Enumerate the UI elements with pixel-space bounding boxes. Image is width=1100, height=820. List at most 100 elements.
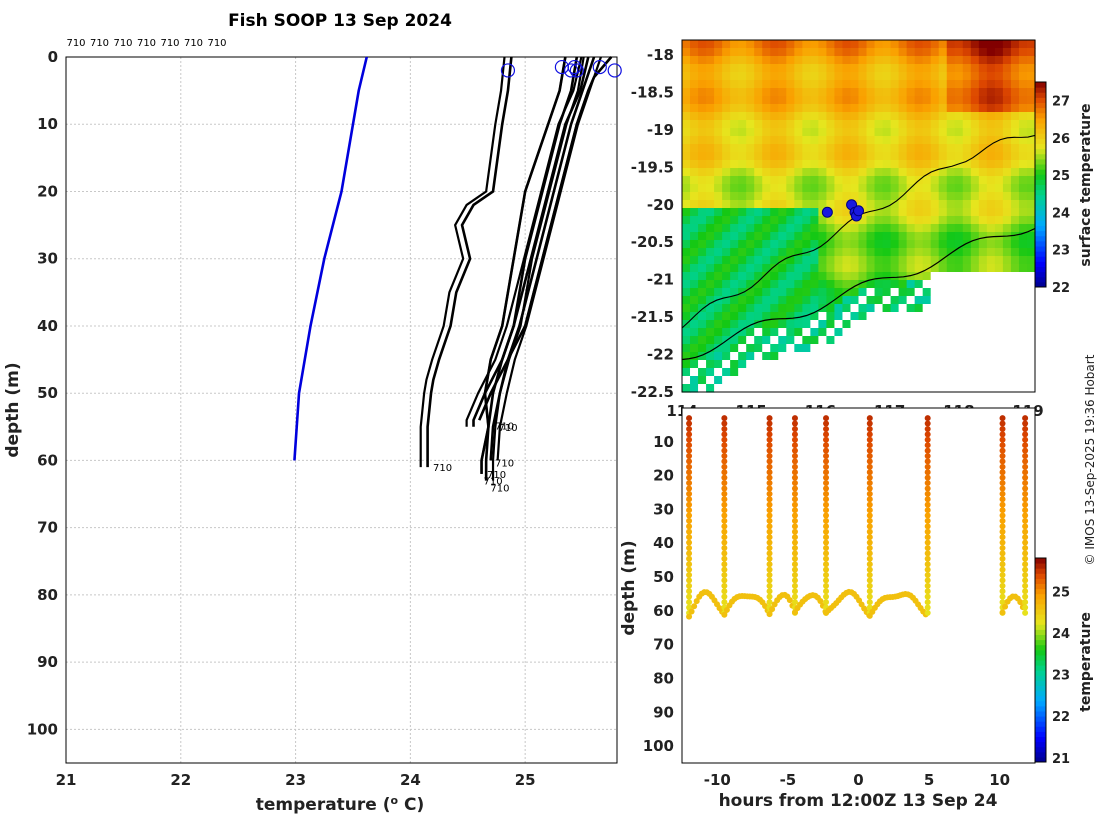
cast-point	[924, 517, 931, 524]
map-cell	[770, 88, 779, 97]
map-cell	[842, 48, 852, 57]
map-cell	[794, 280, 803, 289]
map-cell	[906, 128, 916, 137]
map-cell	[786, 352, 795, 361]
time-depth-points	[686, 415, 1029, 620]
cast-point	[766, 425, 773, 432]
map-cell	[978, 376, 988, 385]
map-cell	[690, 376, 699, 385]
cast-point	[686, 463, 693, 470]
cast-point	[866, 463, 873, 470]
map-cell	[1018, 328, 1028, 337]
map-cell	[842, 136, 852, 145]
cast-point	[823, 458, 830, 465]
map-cell	[1010, 344, 1020, 353]
cast-point	[999, 577, 1006, 584]
colorbar-segment	[1035, 230, 1046, 237]
map-cell	[826, 248, 836, 257]
map-cell	[930, 128, 940, 137]
map-cell	[810, 304, 819, 313]
map-cell	[930, 248, 940, 257]
map-cell	[714, 120, 723, 129]
map-cell	[762, 320, 771, 329]
map-cell	[850, 72, 860, 81]
map-cell	[778, 112, 787, 121]
map-cell	[778, 376, 787, 385]
map-cell	[962, 320, 972, 329]
cast-point	[791, 534, 798, 541]
map-cell	[978, 368, 988, 377]
map-cell	[922, 320, 932, 329]
map-cell	[786, 128, 795, 137]
map-y-tick-label: -20.5	[631, 233, 674, 251]
y-tick-label: 30	[37, 250, 58, 268]
cast-point	[999, 469, 1006, 476]
map-cell	[698, 312, 707, 321]
bottom-point	[721, 611, 728, 618]
map-cell	[954, 336, 964, 345]
map-cell	[698, 328, 707, 337]
cast-point	[1022, 555, 1029, 562]
cast-point	[791, 593, 798, 600]
map-cell	[1026, 216, 1036, 225]
map-cell	[810, 144, 819, 153]
bottom-label: 710	[495, 421, 514, 432]
map-cell	[730, 56, 739, 65]
map-cell	[866, 56, 876, 65]
map-cell	[874, 152, 884, 161]
map-cell	[890, 152, 900, 161]
map-cell	[738, 48, 747, 57]
cast-point	[766, 512, 773, 519]
map-cell	[730, 376, 739, 385]
map-cell	[930, 144, 940, 153]
map-cell	[866, 384, 876, 393]
map-cell	[858, 160, 868, 169]
map-cell	[754, 264, 763, 273]
cast-point	[999, 436, 1006, 443]
map-cell	[802, 272, 811, 281]
map-cell	[970, 240, 980, 249]
map-cell	[874, 40, 884, 49]
map-cell	[1018, 64, 1028, 73]
map-cell	[882, 112, 892, 121]
colorbar-segment	[1035, 256, 1046, 262]
map-cell	[826, 112, 836, 121]
cast-point	[823, 599, 830, 606]
map-cell	[874, 336, 884, 345]
map-cell	[1026, 136, 1036, 145]
map-cell	[946, 280, 956, 289]
map-cell	[842, 56, 852, 65]
map-cell	[802, 88, 811, 97]
cast-point	[924, 604, 931, 611]
map-cell	[850, 384, 860, 393]
map-cell	[922, 248, 932, 257]
colorbar-segment	[1035, 598, 1046, 605]
y-tick-label: 0	[48, 48, 58, 66]
map-cell	[954, 128, 964, 137]
map-cell	[834, 144, 844, 153]
map-cell	[722, 256, 731, 265]
map-cell	[730, 208, 739, 217]
map-cell	[746, 96, 755, 105]
cast-point	[791, 517, 798, 524]
map-cell	[810, 288, 819, 297]
map-cell	[890, 224, 900, 233]
map-cell	[1026, 176, 1036, 185]
map-cell	[722, 352, 731, 361]
time-depth-x-ticks: -10 -5 0 5 10	[704, 771, 1010, 789]
map-cell	[810, 152, 819, 161]
time-depth-x-tick-label: -10	[704, 771, 731, 789]
map-cell	[882, 312, 892, 321]
map-cell	[690, 240, 699, 249]
map-cell	[906, 120, 916, 129]
map-cell	[714, 208, 723, 217]
map-cell	[994, 72, 1004, 81]
colorbar-segment	[1035, 624, 1046, 630]
map-cell	[754, 48, 763, 57]
cast-point	[791, 528, 798, 535]
cast-point	[791, 447, 798, 454]
map-cell	[986, 128, 996, 137]
cast-point	[791, 425, 798, 432]
map-cell	[994, 152, 1004, 161]
map-cell	[826, 192, 836, 201]
